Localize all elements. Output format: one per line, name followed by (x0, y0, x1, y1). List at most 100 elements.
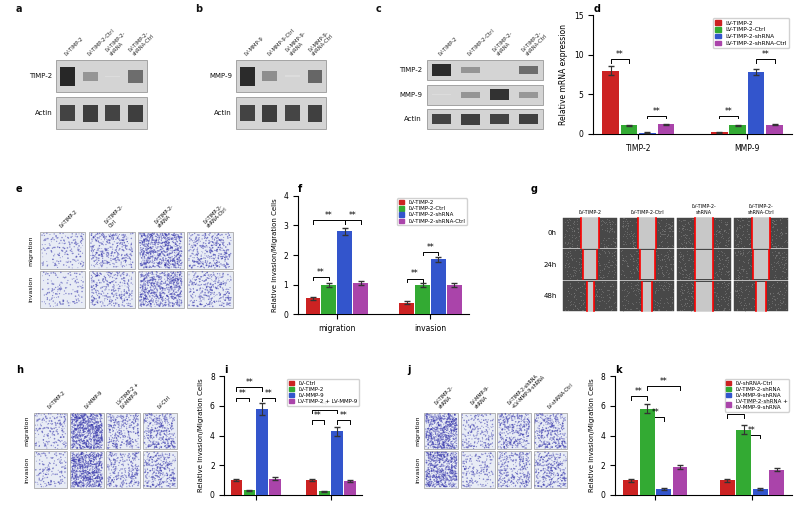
Point (166, 243, 178, 251)
Point (733, 286, 746, 294)
Point (495, 440, 508, 448)
Point (77, 410, 90, 418)
Point (533, 456, 546, 464)
Point (434, 415, 447, 423)
Point (225, 274, 238, 282)
Point (443, 422, 456, 430)
Point (86, 481, 98, 489)
Point (134, 299, 147, 308)
Point (84, 459, 97, 467)
Point (138, 274, 150, 282)
Point (96, 240, 109, 248)
Point (627, 254, 640, 262)
Point (134, 291, 147, 299)
Point (107, 263, 120, 271)
Point (518, 421, 530, 429)
Point (459, 426, 472, 434)
Point (562, 248, 574, 256)
Point (570, 233, 582, 241)
Point (735, 265, 748, 273)
Point (552, 437, 565, 445)
Point (167, 268, 180, 276)
Legend: LV-Ctrl, LV-TIMP-2, LV-MMP-9, LV-TIMP-2 + LV-MMP-9: LV-Ctrl, LV-TIMP-2, LV-MMP-9, LV-TIMP-2 … (287, 379, 359, 406)
Point (676, 251, 689, 259)
Point (656, 237, 669, 245)
Point (79, 466, 92, 474)
Point (135, 237, 148, 245)
Point (529, 419, 542, 427)
Point (139, 468, 152, 476)
Point (67, 443, 80, 451)
Point (656, 266, 669, 274)
Point (530, 416, 542, 424)
Point (114, 236, 126, 244)
Point (122, 449, 135, 458)
Point (79, 419, 92, 427)
Point (66, 443, 79, 451)
Point (502, 480, 514, 488)
Point (83, 482, 96, 490)
Point (552, 471, 565, 479)
Point (517, 455, 530, 463)
Point (89, 415, 102, 423)
Point (437, 452, 450, 460)
Point (522, 469, 534, 477)
Point (424, 455, 437, 463)
Point (194, 255, 207, 263)
Point (450, 429, 462, 437)
Point (664, 225, 677, 233)
Point (714, 301, 727, 309)
Point (131, 430, 144, 438)
Point (779, 286, 792, 294)
Point (520, 461, 533, 469)
Point (150, 420, 163, 428)
Point (188, 236, 201, 244)
Point (78, 471, 91, 479)
Point (108, 282, 121, 290)
Point (161, 257, 174, 265)
Point (766, 216, 779, 224)
Point (74, 292, 86, 300)
Point (96, 254, 109, 262)
Point (42, 261, 54, 269)
Point (40, 415, 53, 423)
Point (447, 415, 460, 423)
Point (548, 453, 561, 461)
Point (83, 417, 96, 425)
Point (558, 474, 570, 482)
Point (159, 262, 172, 270)
Point (117, 435, 130, 443)
Point (110, 300, 122, 308)
Point (106, 478, 118, 486)
Point (214, 231, 226, 239)
Point (118, 232, 130, 240)
Point (770, 278, 783, 286)
Point (175, 233, 188, 241)
Point (209, 233, 222, 241)
Point (774, 216, 786, 224)
Point (495, 470, 508, 478)
Point (167, 443, 180, 451)
Point (90, 459, 103, 467)
Point (160, 284, 173, 292)
Point (654, 216, 667, 224)
Point (54, 468, 66, 476)
Bar (425, 413, 458, 449)
Point (446, 415, 459, 423)
Point (443, 412, 456, 420)
Point (684, 239, 697, 247)
Point (82, 468, 95, 476)
Point (432, 413, 445, 421)
Point (72, 434, 85, 442)
Point (131, 481, 144, 489)
Point (106, 439, 119, 447)
Point (428, 461, 441, 469)
Point (161, 463, 174, 471)
Point (598, 226, 611, 234)
Point (630, 275, 643, 283)
Point (194, 300, 206, 308)
Point (85, 468, 98, 476)
Point (134, 283, 147, 291)
Point (770, 265, 782, 273)
Point (162, 264, 175, 272)
